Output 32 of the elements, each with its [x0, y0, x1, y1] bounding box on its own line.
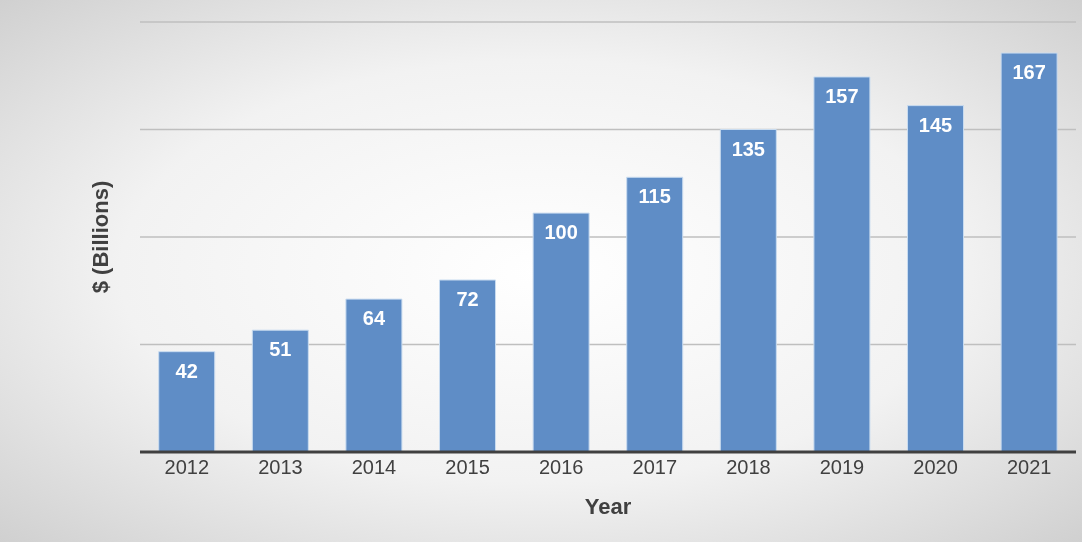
bar	[251, 329, 309, 452]
data-label: 72	[456, 288, 479, 311]
data-label: 42	[175, 359, 198, 382]
x-tick-label: 2019	[819, 456, 865, 479]
data-label: 167	[1012, 61, 1046, 84]
x-tick-label: 2016	[538, 456, 584, 479]
data-label: 135	[731, 137, 766, 160]
data-label: 115	[638, 185, 671, 208]
bar	[626, 176, 684, 452]
data-label: 51	[269, 338, 292, 361]
x-tick-label: 2021	[1006, 456, 1052, 479]
x-tick-label: 2014	[351, 456, 397, 479]
x-tick-label: 2018	[726, 456, 771, 479]
bar	[719, 129, 777, 452]
x-tick-label: 2017	[632, 456, 678, 479]
x-tick-label: 2012	[164, 456, 210, 479]
data-label: 145	[918, 113, 953, 136]
bar	[813, 76, 871, 452]
bar	[158, 351, 216, 452]
bar	[532, 212, 590, 452]
bar	[1000, 52, 1058, 452]
x-tick-label: 2020	[913, 456, 958, 479]
data-label: 157	[825, 85, 859, 108]
bar	[439, 279, 497, 452]
data-label: 100	[544, 221, 578, 244]
x-axis-title: Year	[584, 494, 632, 519]
y-axis-title: $ (Billions)	[87, 180, 113, 294]
x-tick-label: 2015	[445, 456, 490, 479]
bar	[345, 298, 403, 452]
x-tick-label: 2013	[258, 456, 303, 479]
bar	[907, 105, 965, 452]
data-label: 64	[362, 307, 386, 330]
